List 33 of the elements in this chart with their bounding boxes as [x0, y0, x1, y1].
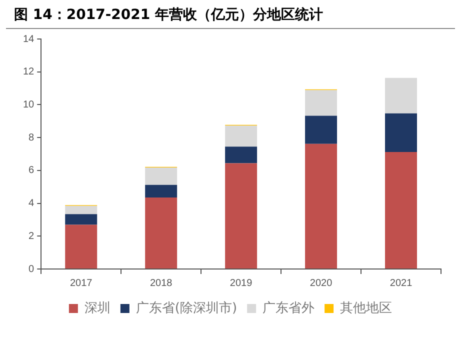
bar [65, 214, 98, 225]
bar [385, 152, 418, 268]
bar [385, 113, 418, 152]
bar [385, 78, 418, 114]
bar [305, 90, 338, 116]
y-tick-label: 6 [28, 165, 35, 176]
bar [145, 198, 178, 268]
bar [145, 167, 178, 185]
bar [225, 146, 258, 164]
x-tick-label: 2020 [310, 278, 333, 289]
bar [305, 116, 338, 144]
legend-label: 广东省(除深圳市) [136, 300, 238, 316]
chart-title: 图 14：2017-2021 年营收（亿元）分地区统计 [6, 0, 455, 29]
legend-label: 深圳 [84, 300, 110, 316]
y-tick-label: 4 [28, 198, 35, 210]
legend-label: 其他地区 [340, 300, 392, 316]
x-tick-label: 2019 [230, 278, 253, 289]
bar [65, 206, 98, 214]
bar [225, 163, 258, 268]
y-tick-label: 10 [23, 99, 35, 110]
x-tick-label: 2018 [150, 278, 173, 289]
bar [65, 224, 98, 268]
y-tick-label: 8 [28, 132, 35, 144]
legend-label: 广东省外 [262, 300, 315, 316]
x-tick-label: 2021 [390, 278, 413, 289]
y-tick-label: 14 [23, 34, 35, 45]
bar [305, 144, 338, 268]
y-tick-label: 12 [23, 66, 35, 78]
bar [145, 184, 178, 198]
bar [225, 126, 258, 147]
x-tick-label: 2017 [70, 278, 93, 289]
y-tick-label: 0 [28, 264, 35, 275]
y-tick-label: 2 [28, 230, 35, 242]
